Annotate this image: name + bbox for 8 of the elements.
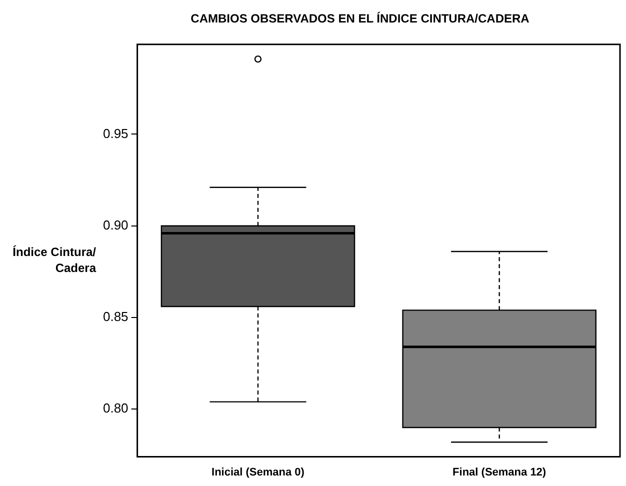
x-tick-label: Final (Semana 12) bbox=[452, 466, 546, 478]
y-tick-label: 0.80 bbox=[102, 400, 128, 416]
y-tick-label: 0.85 bbox=[102, 309, 128, 324]
x-tick-label: Inicial (Semana 0) bbox=[212, 466, 305, 478]
y-tick-label: 0.90 bbox=[102, 217, 128, 232]
y-tick-label: 0.95 bbox=[102, 126, 128, 141]
y-axis-title: Índice Cintura/ Cadera bbox=[12, 244, 96, 276]
chart-title: CAMBIOS OBSERVADOS EN EL ÍNDICE CINTURA/CADERA bbox=[190, 12, 530, 26]
